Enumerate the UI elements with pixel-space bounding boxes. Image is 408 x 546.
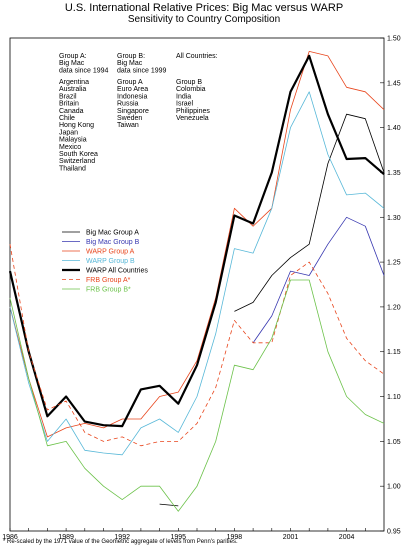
x-tick-label: 1989 (58, 534, 74, 541)
y-tick-label: 1.25 (387, 260, 401, 267)
legend-label: FRB Group A* (86, 277, 131, 284)
y-tick-label: 1.00 (387, 484, 401, 491)
legend-label: WARP Group B (86, 258, 135, 265)
group-text: data since 1994 (59, 67, 109, 74)
series-line-big-mac-group-b (252, 216, 385, 344)
group-text: Group B: (117, 53, 145, 60)
footnote: * Re-scaled by the 1971 value of the Geo… (3, 539, 238, 545)
legend-label: FRB Group B* (86, 287, 131, 294)
group-text: Venezuela (176, 115, 209, 122)
group-text: Singapore (117, 108, 149, 115)
series-line-frb-group-b (9, 279, 385, 512)
group-text: India (176, 93, 191, 100)
x-tick-label: 1986 (2, 534, 18, 541)
group-text: Big Mac (117, 60, 143, 67)
group-text: Canada (59, 108, 84, 115)
y-axis: 0.95 1.00 1.05 1.10 1.15 1.20 1.25 1.30 1.35 1.40… (380, 36, 401, 536)
group-text: Group A (117, 79, 143, 86)
group-text: Japan (59, 129, 78, 136)
y-tick-label: 1.15 (387, 349, 401, 356)
group-text: Indonesia (117, 93, 147, 100)
y-tick-label: 1.40 (387, 125, 401, 132)
group-text: Thailand (59, 165, 86, 172)
group-text: Hong Kong (59, 122, 94, 129)
y-tick-label: 1.20 (387, 304, 401, 311)
x-tick-label: 1998 (227, 534, 243, 541)
y-tick-label: 0.95 (387, 529, 401, 536)
y-tick-label: 1.10 (387, 394, 401, 401)
y-tick-label: 1.50 (387, 36, 401, 43)
series-line-warp-group-b (9, 91, 385, 456)
group-text: Argentina (59, 79, 89, 86)
chart-subtitle: Sensitivity to Country Composition (128, 14, 280, 25)
legend: Big Mac Group A Big Mac Group B WARP Group… (62, 230, 148, 294)
series-line-warp-all-countries (8, 54, 385, 428)
legend-label: Big Mac Group A (86, 230, 139, 237)
group-text: South Korea (59, 151, 98, 158)
group-text: Group A: (59, 53, 87, 60)
group-text: Group B (176, 79, 202, 86)
series-line-big-mac-group-a (234, 113, 385, 312)
group-text: data since 1999 (117, 67, 167, 74)
x-tick-label: 1995 (171, 534, 187, 541)
group-text: Israel (176, 101, 194, 108)
group-text: Big Mac (59, 60, 85, 67)
group-text: Philippines (176, 108, 210, 115)
y-tick-label: 1.30 (387, 215, 401, 222)
group-text: Colombia (176, 86, 206, 93)
y-tick-label: 1.35 (387, 170, 401, 177)
x-tick-label: 2004 (339, 534, 355, 541)
group-text: Euro Area (117, 86, 148, 93)
chart-title: U.S. International Relative Prices: Big … (65, 2, 343, 14)
group-text: Chile (59, 115, 75, 122)
group-text: Britain (59, 101, 79, 108)
x-axis: 1986 1989 1992 1995 1998 2001 2004 (2, 528, 366, 541)
group-text: Taiwan (117, 122, 139, 129)
series-layer (8, 51, 385, 512)
series-line-frb-group-a (9, 244, 385, 447)
series-line-warp-group-a (9, 51, 385, 438)
legend-label: Big Mac Group B (86, 239, 140, 246)
legend-label: WARP All Countries (86, 268, 148, 275)
group-text: Russia (117, 101, 139, 108)
group-text: Australia (59, 86, 86, 93)
y-tick-label: 1.45 (387, 80, 401, 87)
series-line-big-mac-group-a (159, 503, 179, 507)
group-text: All Countries: (176, 53, 218, 60)
y-tick-label: 1.05 (387, 439, 401, 446)
group-text: Brazil (59, 93, 77, 100)
legend-label: WARP Group A (86, 249, 135, 256)
x-tick-label: 1992 (114, 534, 130, 541)
group-text: Switzerland (59, 158, 95, 165)
group-text: Mexico (59, 144, 81, 151)
x-tick-label: 2001 (283, 534, 299, 541)
group-text: Sweden (117, 115, 142, 122)
group-text: Malaysia (59, 137, 87, 144)
